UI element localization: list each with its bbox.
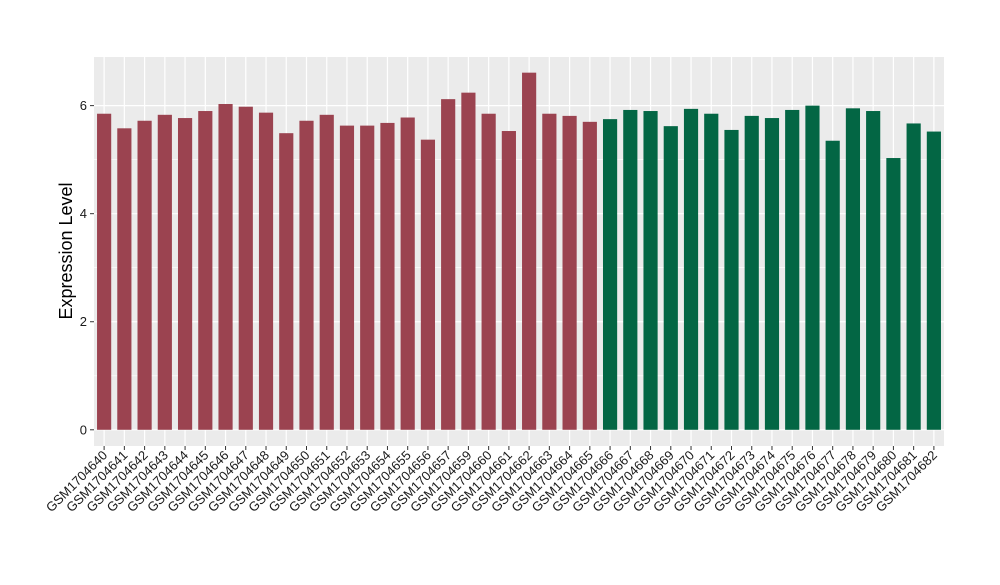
- bar: [501, 131, 516, 430]
- y-tick-label: 4: [80, 206, 87, 221]
- bar: [522, 72, 537, 430]
- bar: [724, 129, 739, 430]
- bar: [360, 125, 375, 430]
- bar: [461, 92, 476, 430]
- bar: [623, 109, 638, 430]
- bar: [299, 120, 314, 430]
- plot-panel: [94, 57, 944, 446]
- bar: [764, 118, 780, 430]
- bar: [97, 113, 112, 430]
- bar: [117, 128, 132, 430]
- bar: [339, 125, 355, 430]
- bar: [198, 111, 213, 430]
- bar: [157, 114, 172, 430]
- y-tick-label: 0: [80, 422, 87, 437]
- bar: [380, 122, 395, 430]
- bar: [805, 105, 820, 430]
- bar: [279, 133, 294, 430]
- bar: [542, 113, 557, 430]
- bars: [97, 72, 941, 430]
- bar: [785, 109, 800, 430]
- bar: [825, 140, 840, 430]
- y-axis-title: Expression Level: [56, 182, 76, 319]
- bar: [177, 118, 193, 430]
- bar: [582, 121, 597, 430]
- bar: [744, 115, 759, 430]
- bar: [238, 106, 253, 430]
- bar: [420, 139, 436, 430]
- bar: [683, 108, 699, 430]
- y-tick-label: 6: [80, 98, 87, 113]
- bar: [218, 104, 233, 430]
- bar: [845, 108, 861, 430]
- bar: [704, 113, 719, 430]
- bar: [643, 111, 658, 430]
- bar: [866, 111, 881, 430]
- bar: [441, 99, 456, 430]
- bar: [926, 131, 941, 430]
- bar: [137, 120, 152, 430]
- y-tick-label: 2: [80, 314, 87, 329]
- bar: [562, 115, 577, 430]
- bar: [481, 113, 496, 430]
- x-axis: GSM1704640GSM1704641GSM1704642GSM1704643…: [43, 446, 940, 515]
- y-axis: 0 2 4 6: [80, 98, 94, 437]
- bar: [906, 123, 921, 430]
- bar: [319, 114, 334, 430]
- bar: [663, 126, 678, 430]
- bar: [886, 158, 901, 430]
- bar: [258, 112, 274, 430]
- bar: [400, 117, 415, 430]
- bar: [602, 119, 618, 430]
